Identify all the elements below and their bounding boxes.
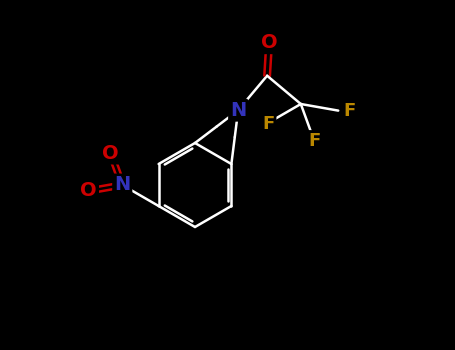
Text: N: N <box>230 101 246 120</box>
Text: O: O <box>81 181 97 201</box>
Text: F: F <box>263 114 275 133</box>
Text: F: F <box>343 102 355 120</box>
Text: N: N <box>114 175 131 195</box>
Text: O: O <box>102 144 119 162</box>
Text: F: F <box>308 132 321 150</box>
Text: O: O <box>261 33 278 52</box>
